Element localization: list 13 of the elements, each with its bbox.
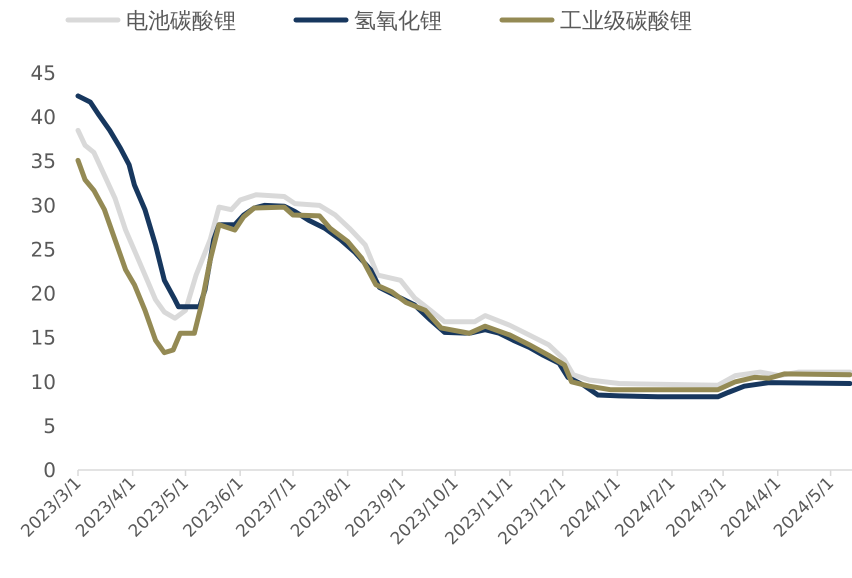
y-tick-label: 25 <box>30 237 56 262</box>
y-tick-label: 40 <box>30 105 56 130</box>
y-tick-label: 15 <box>30 326 56 350</box>
y-tick-label: 30 <box>30 193 56 218</box>
legend-label: 电池碳酸锂 <box>126 9 236 34</box>
legend-label: 氢氧化锂 <box>354 9 442 34</box>
y-tick-label: 5 <box>43 414 56 438</box>
y-tick-label: 10 <box>30 370 56 394</box>
legend-label: 工业级碳酸锂 <box>560 9 692 34</box>
y-tick-label: 35 <box>30 149 56 174</box>
y-tick-label: 0 <box>43 458 56 482</box>
y-tick-label: 20 <box>30 282 56 306</box>
y-tick-label: 45 <box>30 61 56 85</box>
